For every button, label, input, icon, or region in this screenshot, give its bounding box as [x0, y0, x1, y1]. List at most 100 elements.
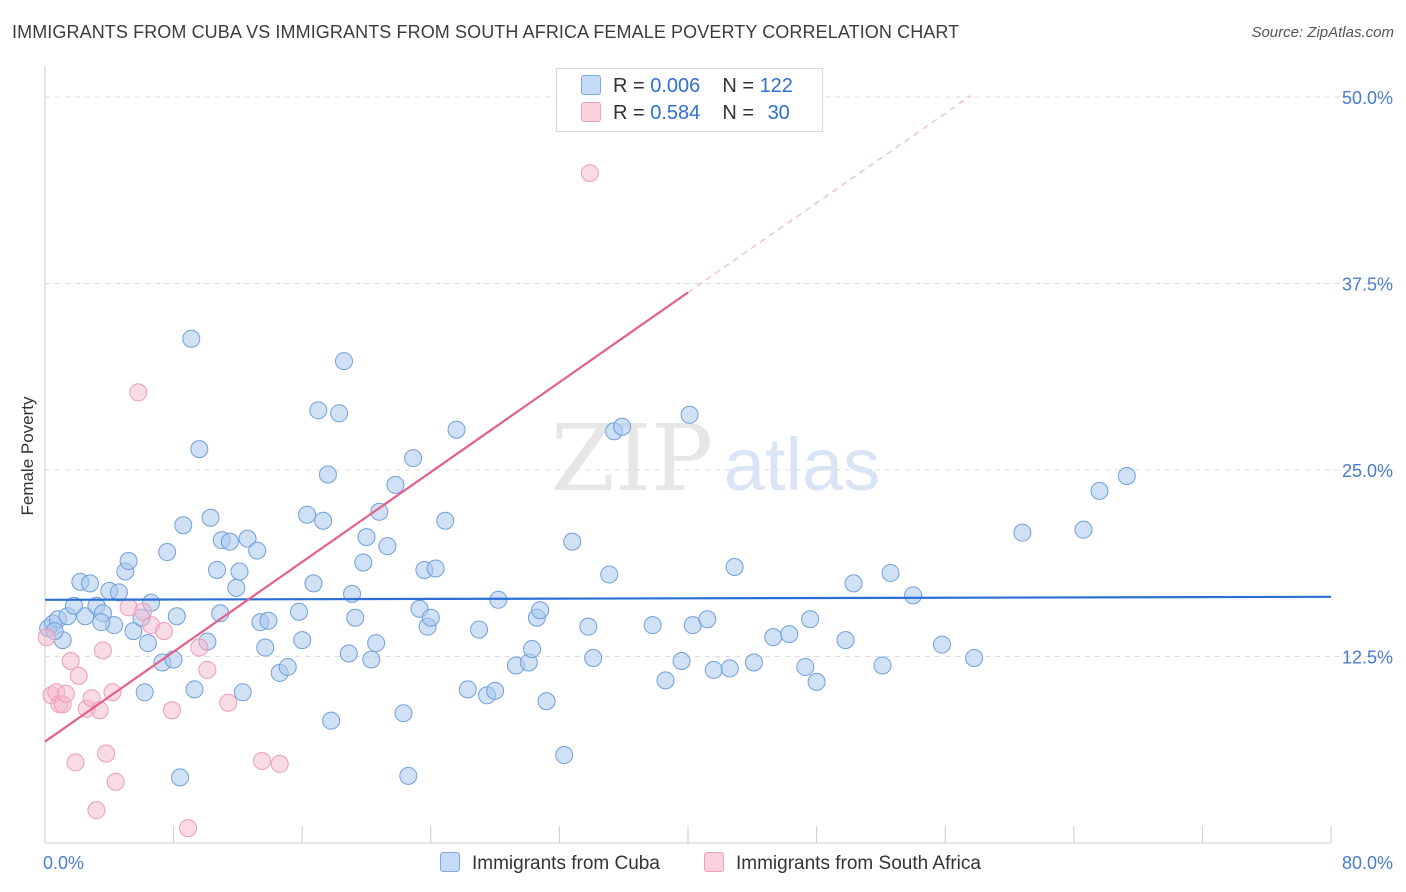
legend-n-label: N = [722, 102, 760, 124]
cuba-point [386, 475, 405, 494]
cuba-point [698, 610, 717, 629]
legend-item-south-africa: Immigrants from South Africa [704, 852, 981, 875]
cuba-point [167, 607, 186, 626]
cuba-point [334, 352, 353, 371]
cuba-point [220, 532, 239, 551]
cuba-point [164, 650, 183, 669]
legend-n-value: 30 [767, 102, 790, 124]
cuba-point [289, 602, 308, 621]
south-africa-point [162, 701, 181, 720]
cuba-point [394, 704, 413, 723]
cuba-point [378, 537, 397, 556]
cuba-point [1090, 481, 1109, 500]
axes [44, 66, 1332, 844]
cuba-point [318, 465, 337, 484]
cuba-point [314, 511, 333, 530]
cuba-point [680, 405, 699, 424]
cuba-point [421, 608, 440, 627]
south-africa-swatch-icon [581, 102, 601, 122]
cuba-point [725, 557, 744, 576]
south-africa-point [87, 801, 106, 820]
tick-labels: 12.5% 25.0% 37.5% 50.0% 0.0% 80.0% [43, 88, 1393, 873]
cuba-point [600, 565, 619, 584]
south-africa-point [179, 819, 198, 838]
cuba-point [764, 628, 783, 647]
cuba-point [238, 529, 257, 548]
cuba-trend-line [44, 595, 1332, 601]
zipatlas-watermark: ZIP atlas [551, 405, 880, 512]
cuba-point [844, 574, 863, 593]
cuba-point [807, 672, 826, 691]
cuba-point [579, 617, 598, 636]
south-africa-point [129, 383, 148, 402]
cuba-point [965, 648, 984, 667]
south-africa-point [37, 628, 56, 647]
cuba-point [322, 711, 341, 730]
cuba-point [330, 404, 349, 423]
cuba-point [796, 657, 815, 676]
cuba-point [109, 583, 128, 602]
cuba-point [744, 653, 763, 672]
cuba-point [339, 644, 358, 663]
cuba-point [233, 683, 252, 702]
cuba-swatch-icon [581, 75, 601, 95]
cuba-point [904, 586, 923, 605]
cuba-point [426, 559, 445, 578]
cuba-point [613, 417, 632, 436]
cuba-point [367, 634, 386, 653]
cuba-point [174, 516, 193, 535]
cuba-point [124, 622, 143, 641]
cuba-point [555, 745, 574, 764]
cuba-point [138, 634, 157, 653]
cuba-point [1117, 466, 1136, 485]
x-tick-label: 80.0% [1342, 853, 1393, 873]
south-africa-point [219, 693, 238, 712]
legend-r-value: 0.006 [650, 75, 701, 97]
south-africa-point [134, 602, 153, 621]
cuba-point [836, 631, 855, 650]
cuba-point [932, 635, 951, 654]
south-africa-point [580, 164, 599, 183]
south-africa-trend-line [44, 291, 689, 743]
cuba-point [354, 553, 373, 572]
cuba-point [230, 562, 249, 581]
cuba-point [64, 596, 83, 615]
south-africa-point [97, 744, 116, 763]
cuba-point [656, 671, 675, 690]
legend-row-south-africa: R = 0.584 N = 30 [581, 102, 790, 125]
cuba-point [278, 657, 297, 676]
cuba-point [293, 631, 312, 650]
x-tick-label: 0.0% [43, 853, 84, 873]
cuba-point [563, 532, 582, 551]
cuba-point [704, 660, 723, 679]
legend-label-cuba: Immigrants from Cuba [472, 853, 660, 874]
south-africa-point [66, 753, 85, 772]
cuba-point [171, 768, 190, 787]
cuba-point [370, 502, 389, 521]
cuba-point [584, 648, 603, 667]
chart-title: IMMIGRANTS FROM CUBA VS IMMIGRANTS FROM … [12, 22, 960, 42]
legend-n-label: N = [722, 75, 760, 97]
legend-label-south-africa: Immigrants from South Africa [736, 853, 981, 874]
cuba-point [208, 560, 227, 579]
cuba-point [523, 640, 542, 659]
cuba-point [643, 616, 662, 635]
south-africa-point [106, 772, 125, 791]
cuba-point [298, 505, 317, 524]
cuba-point [185, 680, 204, 699]
legend-r-label: R = [613, 102, 651, 124]
cuba-point [780, 625, 799, 644]
cuba-point [1013, 523, 1032, 542]
cuba-point [227, 578, 246, 597]
watermark-atlas: atlas [724, 423, 880, 506]
y-tick-label: 37.5% [1342, 275, 1393, 295]
cuba-point [259, 611, 278, 630]
cuba-point [873, 656, 892, 675]
cuba-swatch-icon [440, 852, 460, 872]
y-tick-label: 12.5% [1342, 648, 1393, 668]
south-africa-point [61, 651, 80, 670]
south-africa-point [69, 666, 88, 685]
cuba-point [248, 541, 267, 560]
legend-item-cuba: Immigrants from Cuba [440, 852, 660, 875]
